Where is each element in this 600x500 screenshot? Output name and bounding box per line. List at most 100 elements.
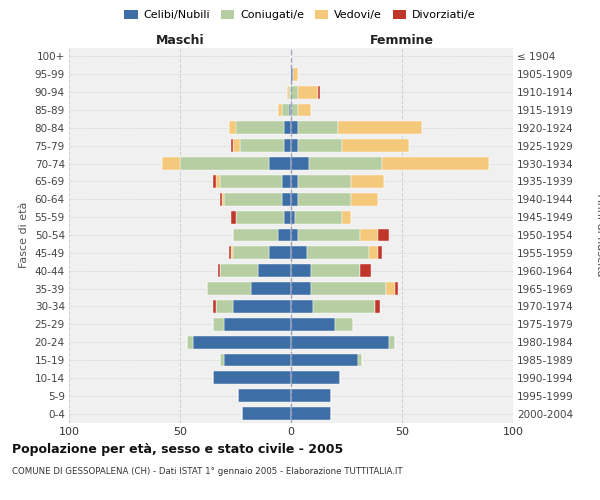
Bar xyxy=(282,175,291,188)
Bar xyxy=(282,104,289,117)
Bar xyxy=(218,264,220,277)
Bar xyxy=(291,122,298,134)
Bar xyxy=(214,300,215,313)
Bar xyxy=(335,318,353,330)
Bar xyxy=(298,86,317,98)
Bar xyxy=(291,104,298,117)
Bar xyxy=(291,68,293,80)
Bar xyxy=(235,122,284,134)
Bar xyxy=(389,336,395,348)
Bar xyxy=(291,390,331,402)
Bar xyxy=(377,246,382,260)
Bar xyxy=(214,175,215,188)
Bar xyxy=(291,193,298,205)
Bar xyxy=(162,157,180,170)
Bar xyxy=(342,140,409,152)
Bar xyxy=(298,104,311,117)
Bar xyxy=(278,104,282,117)
Y-axis label: Fasce di età: Fasce di età xyxy=(19,202,29,268)
Bar xyxy=(235,210,284,224)
Bar xyxy=(309,157,382,170)
Bar xyxy=(382,157,488,170)
Bar xyxy=(220,193,222,205)
Bar xyxy=(395,282,398,295)
Bar xyxy=(386,282,395,295)
Bar xyxy=(284,140,291,152)
Bar xyxy=(289,104,291,117)
Bar xyxy=(298,193,351,205)
Bar xyxy=(351,175,384,188)
Bar xyxy=(180,157,269,170)
Bar xyxy=(251,282,291,295)
Bar xyxy=(298,175,351,188)
Bar xyxy=(224,354,291,366)
Bar xyxy=(291,246,307,260)
Bar xyxy=(360,264,371,277)
Bar xyxy=(368,246,377,260)
Bar xyxy=(291,86,298,98)
Bar xyxy=(187,336,193,348)
Bar xyxy=(206,282,251,295)
Bar xyxy=(269,246,291,260)
Bar xyxy=(220,264,258,277)
Bar xyxy=(282,193,291,205)
Bar xyxy=(291,318,335,330)
Y-axis label: Anni di nascita: Anni di nascita xyxy=(595,194,600,276)
Bar xyxy=(258,264,291,277)
Bar xyxy=(233,228,278,241)
Bar xyxy=(291,354,358,366)
Bar xyxy=(376,300,380,313)
Bar xyxy=(214,372,291,384)
Bar xyxy=(224,193,282,205)
Bar xyxy=(291,372,340,384)
Bar xyxy=(224,318,291,330)
Bar xyxy=(214,318,224,330)
Bar xyxy=(311,282,386,295)
Bar xyxy=(220,175,282,188)
Bar xyxy=(233,140,240,152)
Bar xyxy=(291,300,313,313)
Bar xyxy=(291,140,298,152)
Bar xyxy=(284,210,291,224)
Bar xyxy=(293,68,298,80)
Bar xyxy=(289,86,291,98)
Bar xyxy=(377,228,389,241)
Bar xyxy=(233,300,291,313)
Bar xyxy=(215,175,220,188)
Bar xyxy=(358,354,362,366)
Bar xyxy=(298,140,342,152)
Bar xyxy=(229,246,231,260)
Text: Femmine: Femmine xyxy=(370,34,434,46)
Bar xyxy=(193,336,291,348)
Bar xyxy=(317,86,320,98)
Bar xyxy=(291,228,298,241)
Bar xyxy=(313,300,376,313)
Text: COMUNE DI GESSOPALENA (CH) - Dati ISTAT 1° gennaio 2005 - Elaborazione TUTTITALI: COMUNE DI GESSOPALENA (CH) - Dati ISTAT … xyxy=(12,468,403,476)
Bar xyxy=(291,336,389,348)
Bar xyxy=(295,210,342,224)
Bar xyxy=(291,157,309,170)
Bar xyxy=(351,193,377,205)
Bar xyxy=(287,86,289,98)
Bar xyxy=(342,210,351,224)
Legend: Celibi/Nubili, Coniugati/e, Vedovi/e, Divorziati/e: Celibi/Nubili, Coniugati/e, Vedovi/e, Di… xyxy=(120,6,480,25)
Bar xyxy=(360,228,377,241)
Bar xyxy=(242,407,291,420)
Bar xyxy=(311,264,360,277)
Bar xyxy=(291,264,311,277)
Bar xyxy=(233,246,269,260)
Text: Maschi: Maschi xyxy=(155,34,205,46)
Bar xyxy=(220,354,224,366)
Bar xyxy=(231,246,233,260)
Bar xyxy=(278,228,291,241)
Bar xyxy=(231,210,235,224)
Bar xyxy=(222,193,224,205)
Bar xyxy=(229,122,235,134)
Bar xyxy=(298,228,360,241)
Bar xyxy=(307,246,369,260)
Bar xyxy=(284,122,291,134)
Bar xyxy=(269,157,291,170)
Bar xyxy=(338,122,422,134)
Bar xyxy=(291,407,331,420)
Bar xyxy=(238,390,291,402)
